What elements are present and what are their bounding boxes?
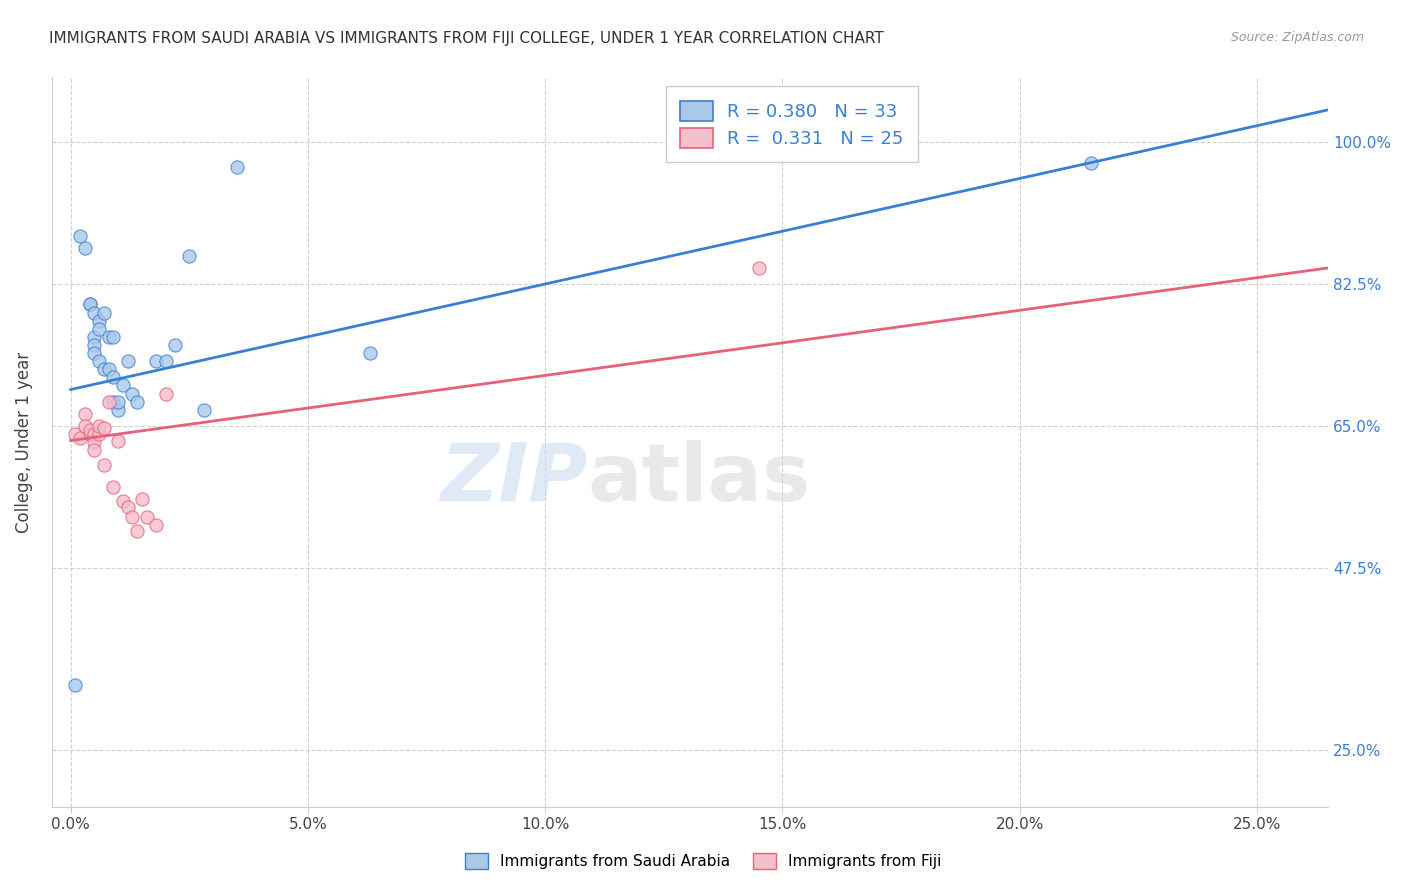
Text: ZIP: ZIP [440,440,588,517]
Point [73,407,96,421]
Point [111,493,134,508]
Point [103,394,125,409]
Point [79,297,101,311]
Point [83,427,105,442]
Point [93,420,115,434]
Text: atlas: atlas [588,440,811,517]
Point [107,434,129,448]
Point [103,480,125,494]
Point [83,443,105,458]
Point [79,423,101,437]
Point [89,427,111,442]
Point [93,305,115,319]
Point [121,509,143,524]
Point [69,431,91,445]
Point [89,322,111,336]
Point [145,517,167,532]
Point [83,330,105,344]
Point [103,330,125,344]
Point [165,338,187,352]
Point [193,402,215,417]
Point [179,249,201,263]
Point [97,362,120,376]
Legend: Immigrants from Saudi Arabia, Immigrants from Fiji: Immigrants from Saudi Arabia, Immigrants… [458,847,948,875]
Point [359,346,381,360]
Point [117,500,139,514]
Text: Source: ZipAtlas.com: Source: ZipAtlas.com [1230,31,1364,45]
Point [79,427,101,442]
Point [155,386,177,401]
Text: IMMIGRANTS FROM SAUDI ARABIA VS IMMIGRANTS FROM FIJI COLLEGE, UNDER 1 YEAR CORRE: IMMIGRANTS FROM SAUDI ARABIA VS IMMIGRAN… [49,31,884,46]
Point [748,260,770,275]
Point [117,354,139,368]
Point [65,678,87,692]
Point [83,435,105,450]
Point [93,458,115,472]
Point [107,402,129,417]
Point [155,354,177,368]
Point [69,228,91,243]
Point [73,241,96,255]
Point [93,362,115,376]
Point [83,346,105,360]
Point [107,394,129,409]
Point [121,386,143,401]
Point [89,354,111,368]
Point [79,297,101,311]
Point [97,394,120,409]
Point [73,419,96,434]
Point [127,524,149,539]
Point [135,509,157,524]
Y-axis label: College, Under 1 year: College, Under 1 year [15,351,32,533]
Point [225,160,247,174]
Point [111,378,134,392]
Point [103,370,125,384]
Point [131,491,153,506]
Point [83,338,105,352]
Point [1080,155,1102,169]
Point [89,313,111,327]
Point [97,330,120,344]
Point [89,419,111,434]
Point [127,394,149,409]
Point [145,354,167,368]
Legend: R = 0.380   N = 33, R =  0.331   N = 25: R = 0.380 N = 33, R = 0.331 N = 25 [666,87,918,162]
Point [83,305,105,319]
Point [65,427,87,442]
